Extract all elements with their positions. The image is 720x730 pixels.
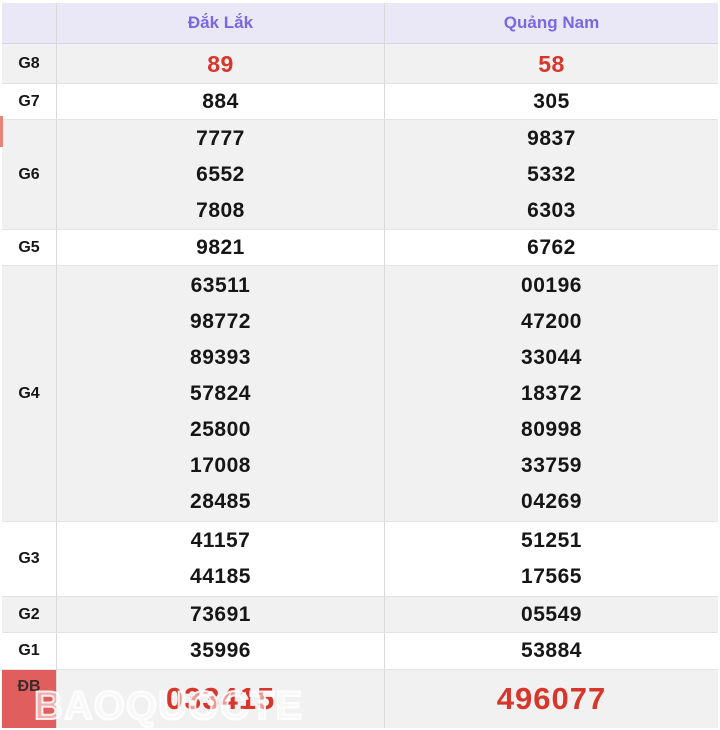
g4-quang-nam-cell: 00196 47200 33044 18372 80998 33759 0426… — [385, 266, 718, 521]
g2-dak-lak-cell: 73691 — [57, 597, 385, 632]
column-header-dak-lak: Đắk Lắk — [57, 3, 385, 43]
row-g2: G2 73691 05549 — [2, 597, 718, 633]
row-g8: G8 89 58 — [2, 44, 718, 84]
g8-quang-nam-cell: 58 — [385, 44, 718, 83]
prize-number: 033415 — [165, 681, 276, 716]
prize-number: 5332 — [527, 162, 576, 186]
db-quang-nam-cell: 496077 — [385, 670, 718, 728]
g4-dak-lak-cell: 63511 98772 89393 57824 25800 17008 2848… — [57, 266, 385, 521]
prize-number: 53884 — [521, 639, 582, 662]
column-header-quang-nam: Quảng Nam — [503, 13, 600, 32]
row-g3: G3 41157 44185 51251 17565 — [2, 522, 718, 597]
g6-quang-nam-cell: 9837 5332 6303 — [385, 120, 718, 229]
prize-number: 04269 — [521, 489, 582, 513]
row-g4: G4 63511 98772 89393 57824 25800 17008 2… — [2, 266, 718, 522]
g1-quang-nam-cell: 53884 — [385, 633, 718, 669]
prize-number: 33759 — [521, 453, 582, 477]
g3-quang-nam-cell: 51251 17565 — [385, 522, 718, 596]
prize-number: 89393 — [190, 345, 251, 369]
prize-number: 25800 — [190, 417, 251, 441]
row-g7: G7 884 305 — [2, 84, 718, 120]
g2-quang-nam-cell: 05549 — [385, 597, 718, 632]
prize-number: 58 — [538, 50, 565, 77]
row-db-special-prize: ĐB 033415 496077 — [2, 670, 718, 728]
prize-label-g4: G4 — [2, 266, 57, 521]
g1-dak-lak-cell: 35996 — [57, 633, 385, 669]
prize-number: 6762 — [527, 235, 576, 259]
prize-number: 6303 — [527, 198, 576, 222]
lottery-results-table: Đắk Lắk Quảng Nam G8 89 58 G7 884 305 G6… — [2, 3, 718, 728]
prize-number: 98772 — [190, 309, 251, 333]
row-g5: G5 9821 6762 — [2, 230, 718, 266]
prize-number: 6552 — [196, 162, 245, 186]
prize-number: 7808 — [196, 198, 245, 222]
prize-number: 47200 — [521, 309, 582, 333]
prize-number: 35996 — [190, 639, 251, 662]
prize-number: 17008 — [190, 453, 251, 477]
g8-dak-lak-cell: 89 — [57, 44, 385, 83]
row-g1: G1 35996 53884 — [2, 633, 718, 670]
prize-number: 17565 — [521, 565, 582, 588]
prize-label-g1: G1 — [2, 633, 57, 669]
prize-number: 80998 — [521, 417, 582, 441]
prize-number: 884 — [202, 89, 239, 113]
header-row: Đắk Lắk Quảng Nam — [2, 3, 718, 44]
prize-number: 9821 — [196, 235, 245, 259]
prize-label-g8: G8 — [2, 44, 57, 83]
prize-number: 9837 — [527, 126, 576, 150]
prize-label-db: ĐB — [2, 670, 57, 728]
prize-number: 89 — [207, 50, 234, 77]
g3-dak-lak-cell: 41157 44185 — [57, 522, 385, 596]
prize-number: 7777 — [196, 126, 245, 150]
prize-label-g7: G7 — [2, 84, 57, 119]
prize-number: 51251 — [521, 529, 582, 552]
header-corner-cell — [2, 3, 57, 43]
prize-number: 05549 — [521, 602, 582, 626]
prize-number: 00196 — [521, 273, 582, 297]
g7-quang-nam-cell: 305 — [385, 84, 718, 119]
prize-number: 18372 — [521, 381, 582, 405]
prize-number: 305 — [533, 89, 570, 113]
prize-label-g2: G2 — [2, 597, 57, 632]
g6-dak-lak-cell: 7777 6552 7808 — [57, 120, 385, 229]
g5-dak-lak-cell: 9821 — [57, 230, 385, 265]
prize-number: 41157 — [190, 529, 251, 552]
db-dak-lak-cell: 033415 — [57, 670, 385, 728]
prize-label-g3: G3 — [2, 522, 57, 596]
prize-number: 57824 — [190, 381, 251, 405]
g7-dak-lak-cell: 884 — [57, 84, 385, 119]
row-g6: G6 7777 6552 7808 9837 5332 6303 — [2, 120, 718, 230]
prize-number: 63511 — [190, 273, 251, 297]
g5-quang-nam-cell: 6762 — [385, 230, 718, 265]
prize-number: 28485 — [190, 489, 251, 513]
prize-number: 496077 — [496, 681, 607, 716]
left-edge-red-artifact — [0, 116, 3, 147]
prize-label-g6: G6 — [2, 120, 57, 229]
prize-number: 44185 — [190, 565, 251, 588]
prize-number: 33044 — [521, 345, 582, 369]
prize-label-g5: G5 — [2, 230, 57, 265]
prize-number: 73691 — [190, 602, 251, 626]
